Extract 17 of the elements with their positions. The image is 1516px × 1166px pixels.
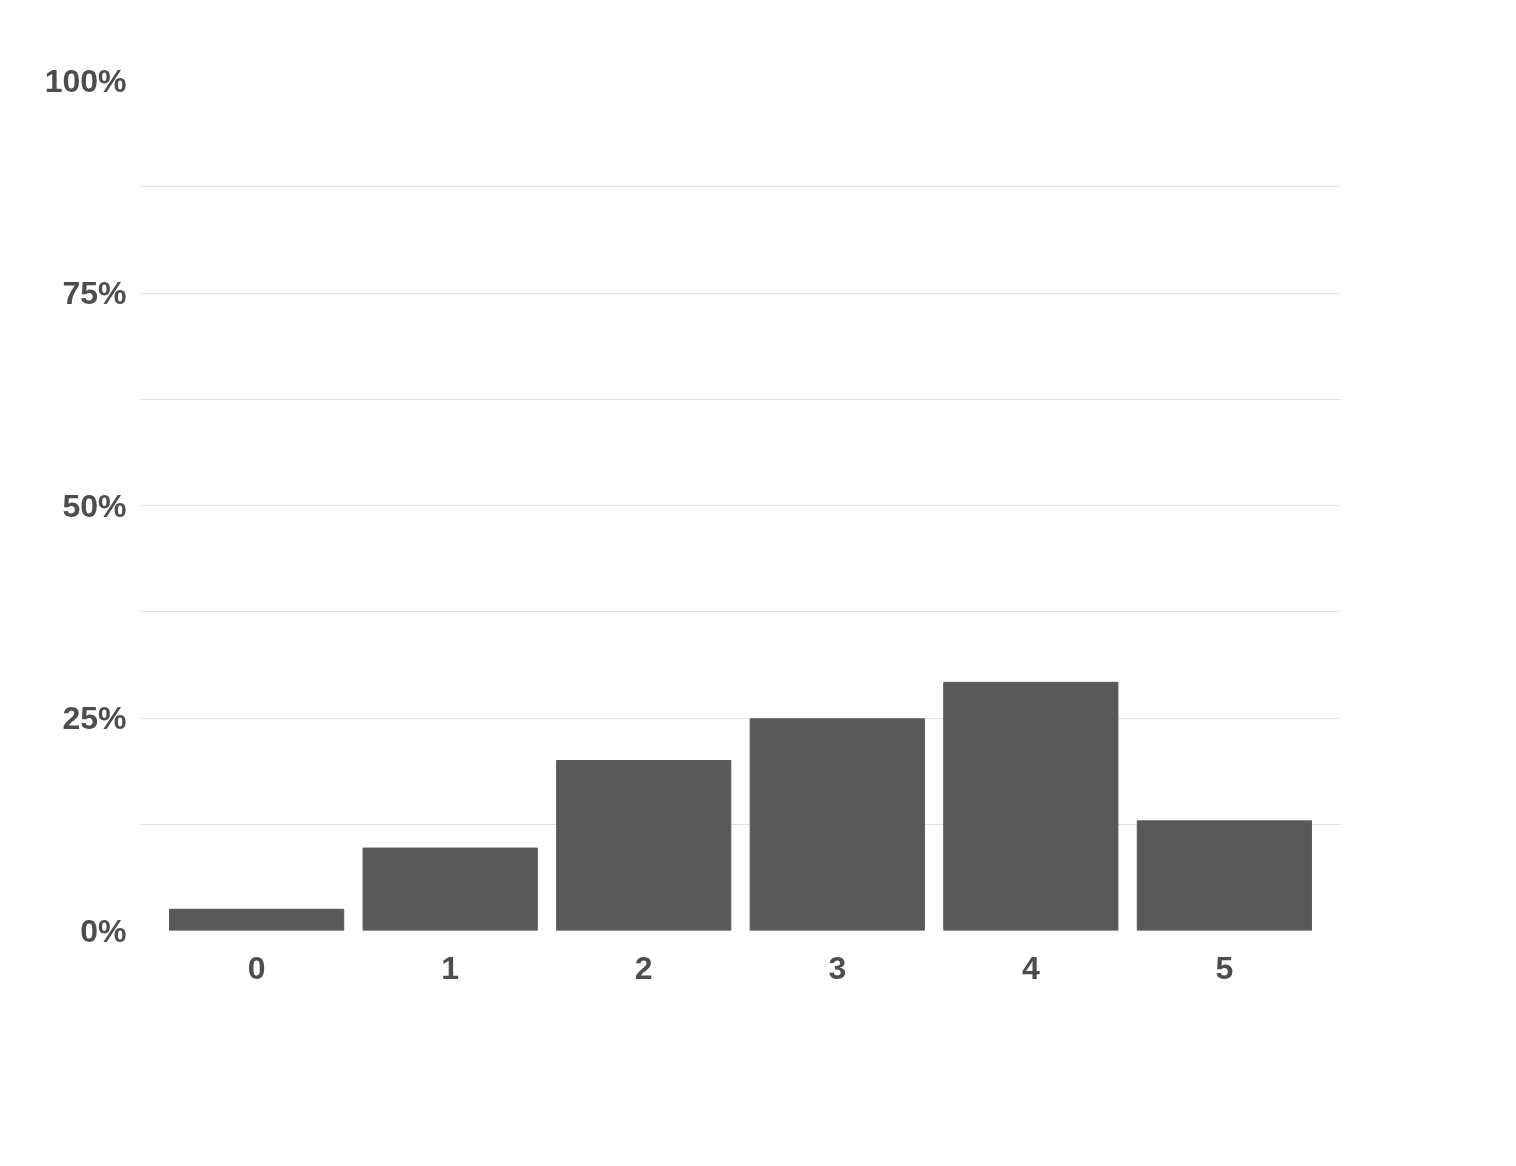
x-tick-label: 4 bbox=[1021, 949, 1040, 986]
bar bbox=[362, 847, 538, 931]
y-tick-label: 50% bbox=[62, 487, 127, 524]
y-tick-label: 75% bbox=[62, 275, 127, 311]
bar bbox=[749, 718, 925, 931]
bar bbox=[943, 681, 1119, 931]
x-tick-label: 0 bbox=[247, 949, 266, 986]
y-tick-label: 25% bbox=[62, 700, 127, 736]
bar bbox=[1136, 820, 1312, 931]
x-tick-label: 5 bbox=[1215, 949, 1234, 986]
y-tick-label: 100% bbox=[44, 62, 127, 99]
x-tick-label: 1 bbox=[441, 949, 460, 986]
x-tick-label: 2 bbox=[634, 949, 653, 986]
bar bbox=[556, 760, 732, 931]
x-tick-label: 3 bbox=[828, 949, 847, 986]
y-tick-label: 0% bbox=[80, 912, 127, 949]
bar bbox=[169, 908, 345, 931]
